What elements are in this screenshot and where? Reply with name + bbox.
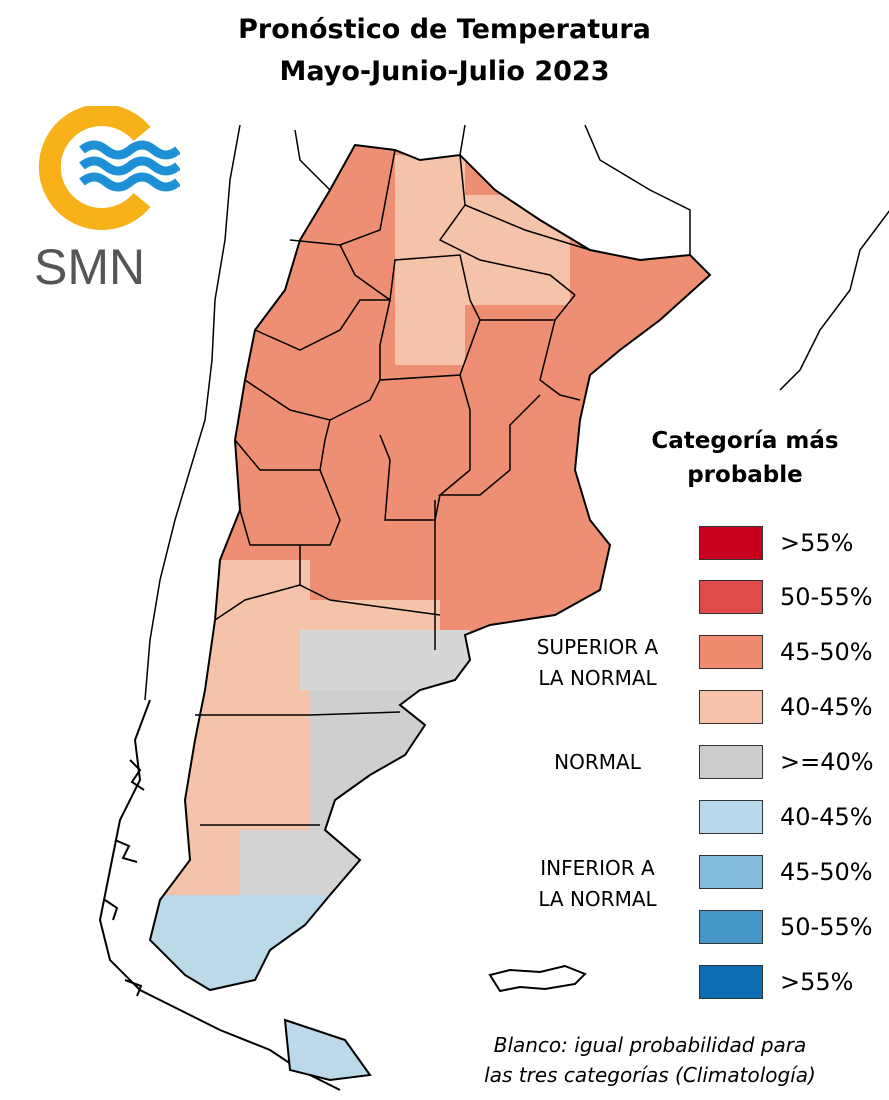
legend-group-inferior: INFERIOR A LA NORMAL (515, 853, 680, 915)
legend-group-normal: NORMAL (554, 750, 641, 774)
legend-label: 40-45% (780, 693, 873, 721)
argentina-outline (148, 143, 712, 992)
legend-swatch (699, 855, 763, 889)
forecast-fill (150, 145, 710, 990)
legend-label: 45-50% (780, 858, 873, 886)
legend-label: >55% (780, 529, 854, 557)
legend-group-inferior-line1: INFERIOR A (540, 856, 655, 880)
map-subtitle: Mayo-Junio-Julio 2023 (279, 56, 610, 87)
legend-group-superior-line2: LA NORMAL (538, 666, 657, 690)
argentina-forecast-map (98, 124, 889, 1091)
legend-label: 40-45% (780, 803, 873, 831)
legend-group-inferior-line2: LA NORMAL (538, 887, 657, 911)
chile-coast (98, 699, 587, 1091)
legend-swatch (699, 690, 763, 724)
legend-group-superior: SUPERIOR A LA NORMAL (515, 632, 680, 694)
legend-title-line1: Categoría más (651, 428, 839, 454)
map-title: Pronóstico de Temperatura (238, 14, 651, 45)
legend-label: >=40% (780, 748, 874, 776)
legend-swatch (699, 580, 763, 614)
legend-title-line2: probable (687, 462, 803, 488)
smn-logo-text: SMN (34, 239, 145, 295)
province-borders (195, 149, 591, 826)
legend-swatch (699, 800, 763, 834)
smn-sun-waves-logo (38, 106, 180, 230)
legend-title: Categoría más probable (620, 424, 870, 492)
footnote-line2: las tres categorías (Climatología) (484, 1063, 816, 1087)
tierra-del-fuego (283, 1018, 372, 1082)
legend-swatch (699, 965, 763, 999)
legend-swatch (699, 526, 763, 560)
legend-label: 45-50% (780, 638, 873, 666)
footnote-line1: Blanco: igual probabilidad para (493, 1033, 807, 1057)
legend-swatch (699, 745, 763, 779)
legend-swatch (699, 910, 763, 944)
legend-label: >55% (780, 968, 854, 996)
legend-group-superior-line1: SUPERIOR A (536, 635, 659, 659)
legend-label: 50-55% (780, 913, 873, 941)
smn-logo: SMN (34, 106, 180, 295)
neighbor-borders (144, 124, 889, 701)
legend-label: 50-55% (780, 583, 873, 611)
legend-swatch (699, 635, 763, 669)
footnote: Blanco: igual probabilidad para las tres… (450, 1030, 850, 1090)
